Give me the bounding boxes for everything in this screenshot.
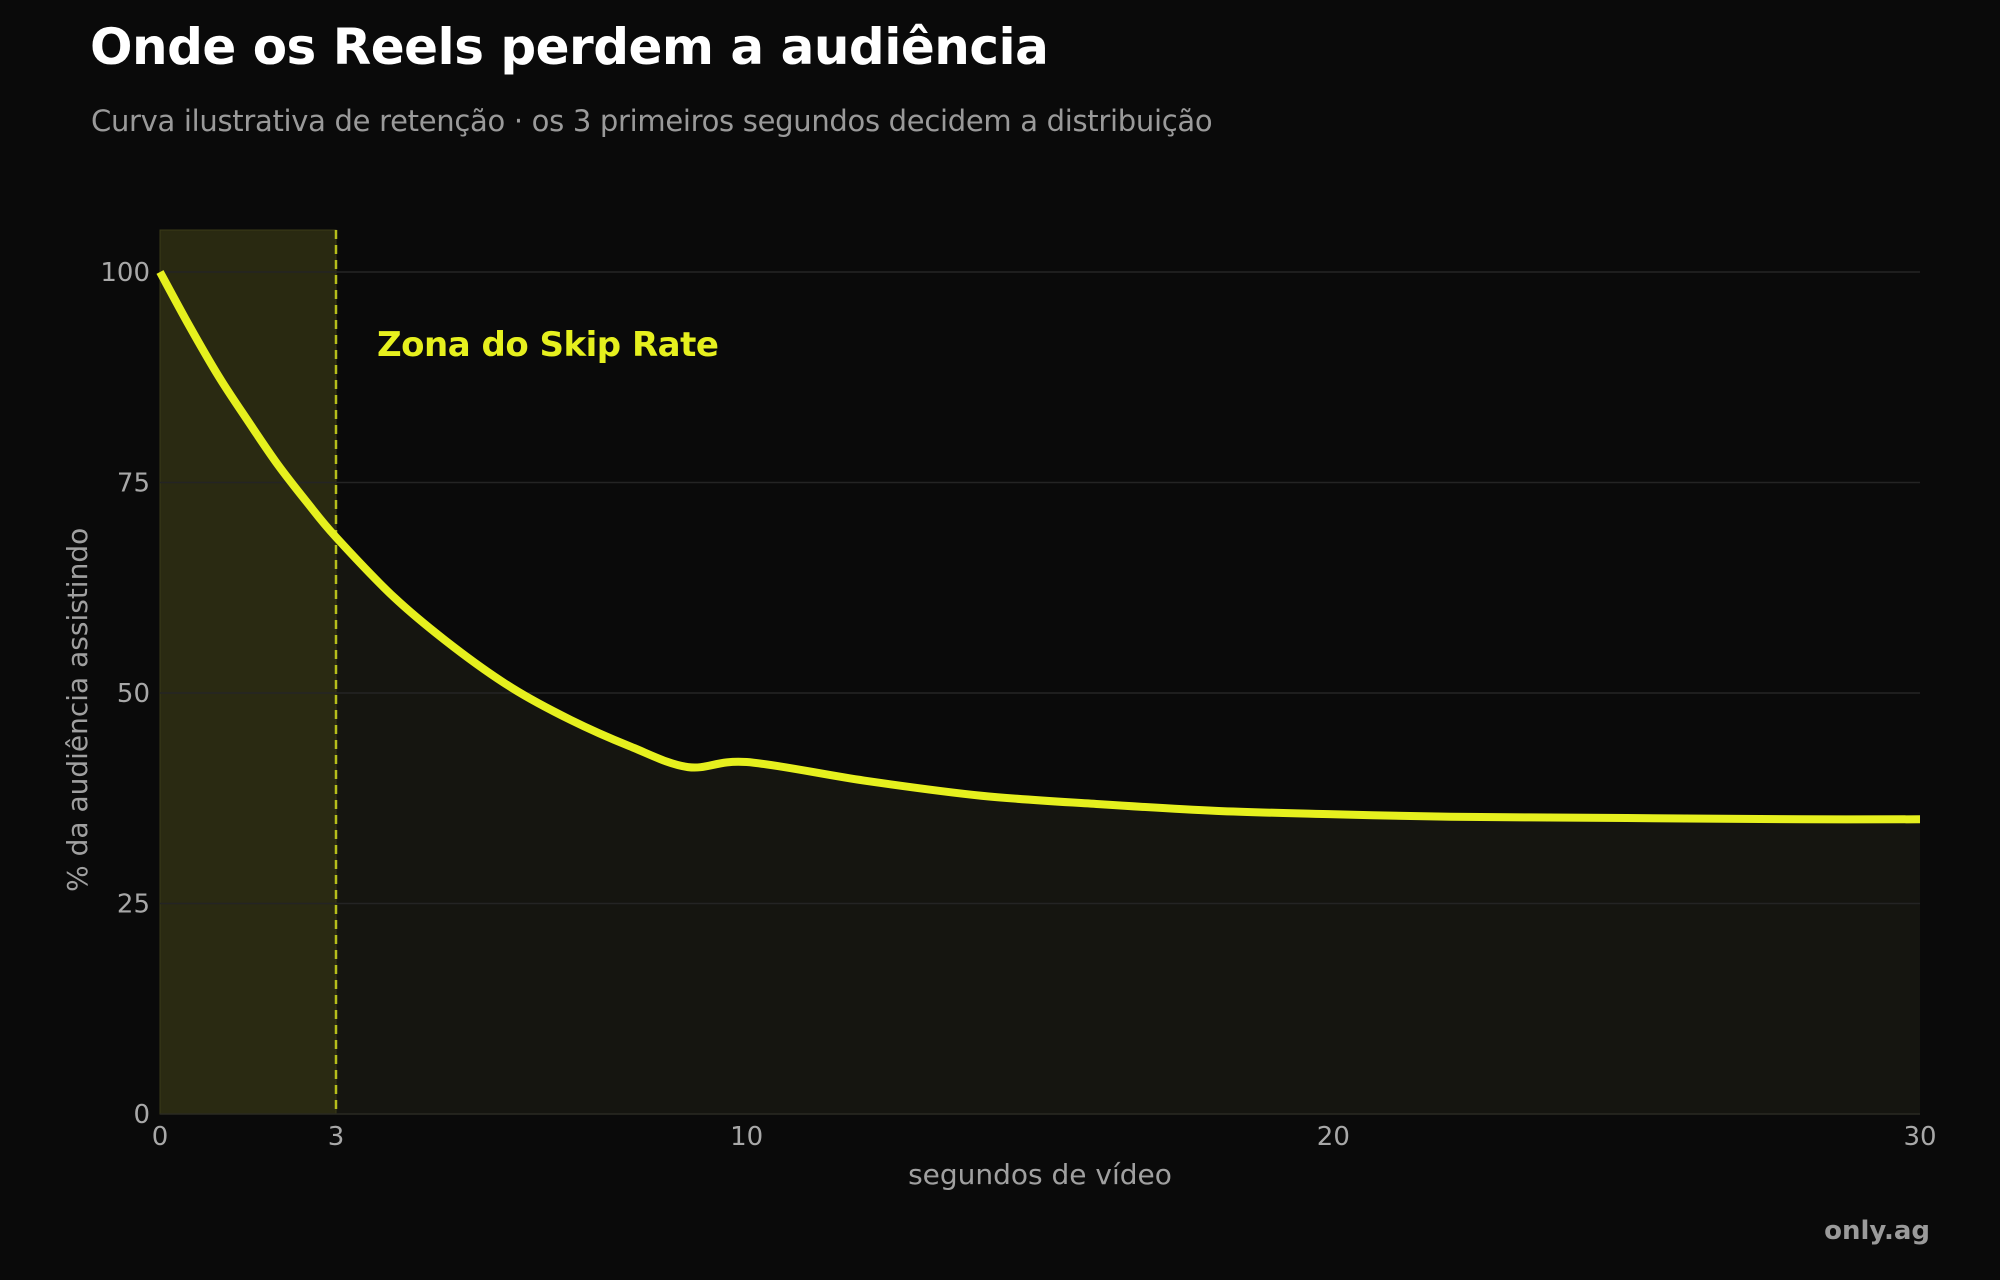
ticks-layer: 0 25 50 75 100 0 3 10 20 30 xyxy=(100,258,1936,1152)
skip-rate-zone xyxy=(159,229,337,1115)
brand-watermark: only.ag xyxy=(1824,1216,1930,1246)
y-axis-label: % da audiência assistindo xyxy=(61,528,94,892)
y-tick-label-25: 25 xyxy=(117,890,150,920)
y-tick-label-50: 50 xyxy=(117,679,150,709)
retention-curve-line xyxy=(156,270,1921,824)
y-tick-label-75: 75 xyxy=(117,469,150,499)
y-tick-label-100: 100 xyxy=(100,258,150,288)
x-tick-label-20: 20 xyxy=(1317,1122,1350,1152)
marks-layer xyxy=(156,230,1921,1114)
x-tick-label-0: 0 xyxy=(152,1122,169,1152)
grid-layer xyxy=(160,271,1920,1115)
y-tick-label-0: 0 xyxy=(133,1100,150,1130)
chart-title: Onde os Reels perdem a audiência xyxy=(90,18,1049,76)
x-tick-label-30: 30 xyxy=(1903,1122,1936,1152)
x-axis-label: segundos de vídeo xyxy=(908,1158,1172,1191)
chart-subtitle: Curva ilustrativa de retenção · os 3 pri… xyxy=(91,104,1213,138)
x-tick-label-3: 3 xyxy=(328,1122,345,1152)
skip-rate-zone-label: Zona do Skip Rate xyxy=(377,325,718,365)
x-tick-label-10: 10 xyxy=(730,1122,763,1152)
